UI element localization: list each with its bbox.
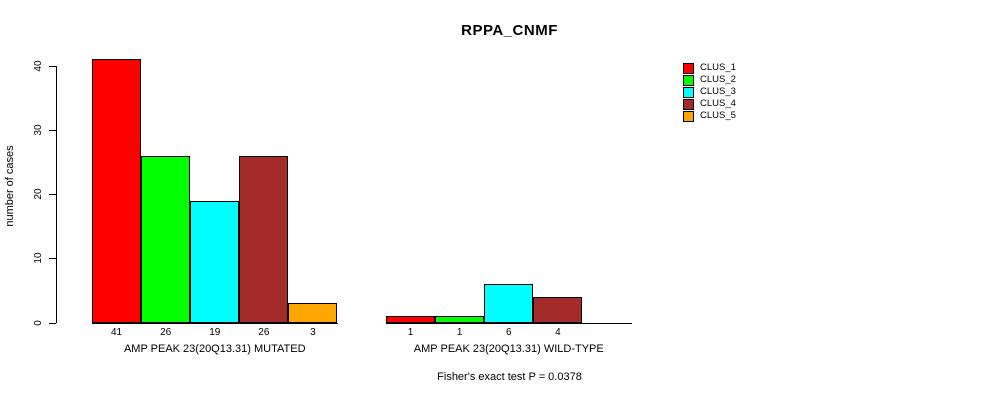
- legend-label: CLUS_5: [700, 110, 736, 121]
- legend-label: CLUS_2: [700, 74, 736, 85]
- bar-count-label: 1: [407, 327, 414, 338]
- fisher-test-annotation: Fisher's exact test P = 0.0378: [437, 371, 582, 383]
- y-tick-label: 40: [33, 60, 44, 72]
- y-tick-label: 20: [33, 188, 44, 200]
- chart-title: RPPA_CNMF: [461, 22, 558, 39]
- bar-clus_5-group1: [288, 303, 338, 324]
- legend-item-clus_5: CLUS_5: [683, 110, 736, 122]
- legend-item-clus_2: CLUS_2: [683, 74, 736, 86]
- y-tick-mark: [49, 194, 56, 196]
- bar-count-label: 3: [310, 327, 316, 338]
- y-tick-mark: [49, 129, 56, 131]
- legend-item-clus_1: CLUS_1: [683, 62, 736, 74]
- legend-label: CLUS_4: [700, 98, 736, 109]
- y-tick-mark: [49, 322, 56, 324]
- legend-label: CLUS_3: [700, 86, 736, 97]
- bar-count-label: 1: [456, 327, 463, 338]
- bar-clus_3-group1: [190, 200, 240, 324]
- legend-swatch-icon: [683, 74, 694, 86]
- bar-clus_2-group2: [435, 316, 485, 324]
- y-tick-label: 10: [33, 252, 44, 264]
- legend-swatch-icon: [683, 62, 694, 74]
- legend: CLUS_1 CLUS_2 CLUS_3 CLUS_4 CLUS_5: [683, 62, 736, 122]
- legend-swatch-icon: [683, 86, 694, 98]
- bar-count-label: 6: [505, 327, 512, 338]
- bar-clus_5-group2: [582, 322, 632, 324]
- y-axis-label: number of cases: [4, 145, 16, 227]
- bar-count-label: 26: [160, 327, 172, 338]
- y-axis-line: [56, 65, 57, 324]
- group-label: AMP PEAK 23(20Q13.31) MUTATED: [123, 343, 306, 355]
- y-tick-mark: [49, 65, 56, 67]
- y-tick-mark: [49, 258, 56, 260]
- bar-clus_4-group1: [239, 155, 289, 324]
- bar-clus_1-group1: [92, 59, 142, 324]
- bar-clus_4-group2: [533, 296, 583, 324]
- bar-clus_1-group2: [386, 316, 436, 324]
- legend-swatch-icon: [683, 110, 694, 122]
- legend-label: CLUS_1: [700, 62, 736, 73]
- bar-clus_2-group1: [141, 155, 191, 324]
- legend-swatch-icon: [683, 98, 694, 110]
- bar-count-label: 41: [110, 327, 123, 338]
- bar-clus_3-group2: [484, 283, 534, 324]
- bar-count-label: 4: [555, 327, 561, 338]
- bar-count-label: 26: [258, 327, 270, 338]
- legend-item-clus_4: CLUS_4: [683, 98, 736, 110]
- bar-count-label: 19: [209, 327, 221, 338]
- legend-item-clus_3: CLUS_3: [683, 86, 736, 98]
- group-label: AMP PEAK 23(20Q13.31) WILD-TYPE: [413, 343, 604, 355]
- y-tick-label: 30: [33, 124, 44, 136]
- y-tick-label: 0: [33, 319, 44, 326]
